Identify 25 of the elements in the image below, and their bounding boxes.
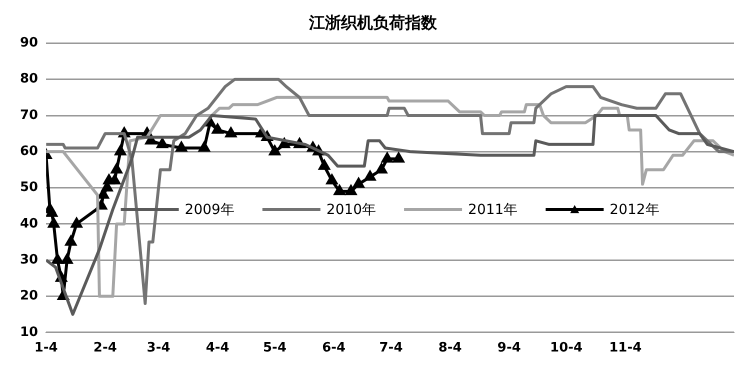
legend-label: 2011年	[468, 202, 518, 218]
y-tick-label: 30	[20, 252, 38, 268]
x-tick-label: 11-4	[609, 340, 642, 356]
y-tick-label: 60	[20, 144, 38, 160]
y-tick-label: 20	[20, 288, 38, 304]
x-tick-label: 4-4	[206, 340, 230, 356]
x-tick-label: 2-4	[93, 340, 117, 356]
legend-label: 2012年	[610, 202, 660, 218]
x-tick-label: 8-4	[438, 340, 462, 356]
x-tick-label: 9-4	[497, 340, 521, 356]
y-tick-label: 70	[20, 108, 38, 123]
y-tick-label: 10	[20, 324, 38, 340]
x-tick-label: 7-4	[379, 340, 403, 356]
legend-label: 2009年	[184, 202, 234, 218]
chart-title: 江浙织机负荷指数	[308, 12, 438, 32]
x-tick-label: 10-4	[550, 340, 583, 356]
x-tick-label: 5-4	[263, 340, 287, 356]
x-tick-label: 3-4	[146, 340, 170, 356]
y-tick-label: 40	[20, 216, 38, 232]
x-tick-label: 6-4	[322, 340, 346, 356]
legend-label: 2010年	[326, 202, 376, 218]
y-tick-label: 90	[20, 36, 38, 51]
x-tick-label: 1-4	[34, 340, 58, 356]
y-tick-label: 80	[20, 72, 38, 87]
y-tick-label: 50	[20, 180, 38, 196]
